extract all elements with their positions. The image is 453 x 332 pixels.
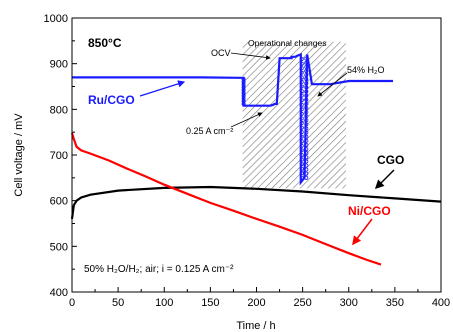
y-tick-label: 500 xyxy=(50,241,68,253)
annotation-h2o: 54% H₂O xyxy=(347,65,385,75)
y-tick-label: 800 xyxy=(50,104,68,116)
arrow-ni-cgo xyxy=(353,219,372,244)
x-tick-label: 350 xyxy=(386,297,404,309)
y-tick-label: 700 xyxy=(50,150,68,162)
legend-ni-cgo: Ni/CGO xyxy=(348,204,391,218)
y-tick-label: 400 xyxy=(50,287,68,299)
y-tick-label: 600 xyxy=(50,196,68,208)
temperature-label: 850°C xyxy=(88,36,122,50)
legend-ru-cgo: Ru/CGO xyxy=(88,93,135,107)
x-tick-label: 300 xyxy=(340,297,358,309)
x-tick-label: 250 xyxy=(293,297,311,309)
x-tick-label: 0 xyxy=(69,297,75,309)
x-axis-label: Time / h xyxy=(236,320,275,332)
x-tick-label: 50 xyxy=(112,297,124,309)
conditions-label: 50% H₂O/H₂; air; i = 0.125 A cm⁻² xyxy=(84,264,234,275)
annotation-operational-changes: Operational changes xyxy=(248,38,326,48)
x-tick-label: 150 xyxy=(201,297,219,309)
y-axis-label: Cell voltage / mV xyxy=(13,113,25,197)
y-tick-label: 1000 xyxy=(44,13,68,25)
x-tick-label: 100 xyxy=(155,297,173,309)
arrow-cgo xyxy=(376,170,394,188)
legend-cgo: CGO xyxy=(377,153,404,167)
y-tick-label: 900 xyxy=(50,59,68,71)
annotation-ocv: OCV xyxy=(211,48,231,58)
annotation-current: 0.25 A cm⁻² xyxy=(186,126,233,136)
x-tick-label: 200 xyxy=(247,297,265,309)
x-tick-label: 400 xyxy=(432,297,450,309)
arrow-ru-cgo xyxy=(140,82,184,96)
